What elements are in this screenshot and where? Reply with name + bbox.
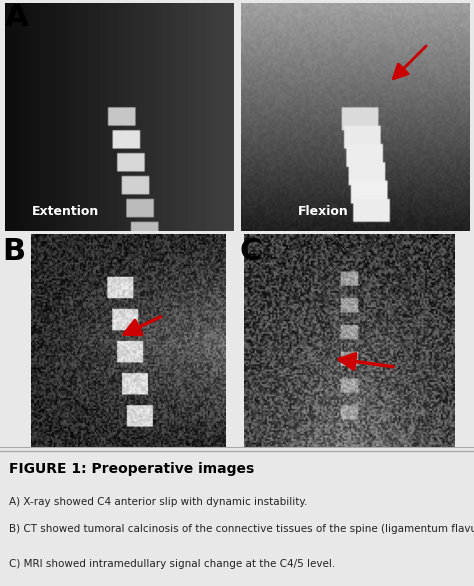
Text: A: A: [5, 3, 28, 32]
Text: A) X-ray showed C4 anterior slip with dynamic instability.: A) X-ray showed C4 anterior slip with dy…: [9, 497, 308, 507]
Text: FIGURE 1: Preoperative images: FIGURE 1: Preoperative images: [9, 462, 255, 476]
Text: C) MRI showed intramedullary signal change at the C4/5 level.: C) MRI showed intramedullary signal chan…: [9, 559, 336, 569]
Text: B: B: [2, 237, 26, 266]
Text: B) CT showed tumoral calcinosis of the connective tissues of the spine (ligament: B) CT showed tumoral calcinosis of the c…: [9, 524, 474, 534]
Text: Flexion: Flexion: [298, 205, 348, 218]
Text: Extention: Extention: [32, 205, 100, 218]
Text: C: C: [239, 237, 262, 266]
